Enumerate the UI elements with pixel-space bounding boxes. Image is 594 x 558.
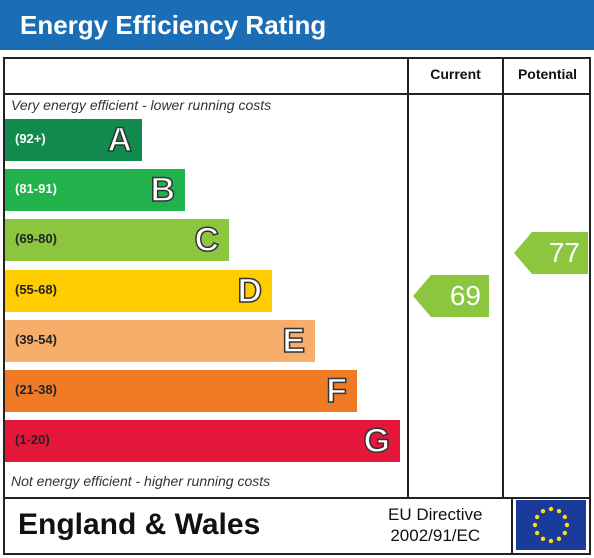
band-letter: E xyxy=(282,321,306,361)
eu-star xyxy=(556,536,562,542)
eu-star xyxy=(564,522,570,528)
eu-directive-line1: EU Directive xyxy=(388,505,483,524)
flag-divider xyxy=(511,497,513,555)
rating-frame xyxy=(3,57,591,555)
potential-column-divider xyxy=(502,57,504,497)
eu-star xyxy=(548,506,554,512)
current-column-header: Current xyxy=(430,66,481,82)
band-letter: F xyxy=(325,371,347,411)
eu-star xyxy=(540,536,546,542)
band-range: (21-38) xyxy=(15,382,57,397)
current-column-divider xyxy=(407,57,409,497)
potential-rating-arrow: 77 xyxy=(514,232,588,275)
header-divider xyxy=(3,93,591,95)
potential-column-header: Potential xyxy=(517,66,578,82)
band-range: (81-91) xyxy=(15,181,57,197)
band-range: (69-80) xyxy=(15,231,57,247)
band-range: (39-54) xyxy=(15,331,57,347)
region-label: England & Wales xyxy=(18,508,261,541)
caption-efficient: Very energy efficient - lower running co… xyxy=(11,97,272,113)
band-a: (92+) A xyxy=(5,119,142,161)
band-d: (55-68) D xyxy=(5,269,272,312)
eu-star xyxy=(556,508,562,514)
band-c: (69-80) C xyxy=(5,219,229,262)
band-g: (1-20) G xyxy=(5,420,400,463)
current-arrow-shape xyxy=(413,274,489,317)
band-letter: A xyxy=(107,120,133,160)
eu-flag-icon xyxy=(516,500,586,550)
eu-directive-line2: 2002/91/EC xyxy=(390,526,481,545)
band-range: (1-20) xyxy=(15,432,50,448)
eu-star xyxy=(548,538,554,544)
header-bar: Energy Efficiency Rating xyxy=(0,0,594,50)
band-letter: D xyxy=(237,271,263,311)
band-range: (92+) xyxy=(15,131,46,146)
caption-inefficient: Not energy efficient - higher running co… xyxy=(11,473,271,489)
eu-star xyxy=(534,514,540,520)
current-rating-value: 69 xyxy=(449,279,481,311)
band-letter: B xyxy=(150,170,176,210)
eu-directive: EU Directive 2002/91/EC xyxy=(388,504,482,546)
page-title: Energy Efficiency Rating xyxy=(20,10,327,40)
band-b: (81-91) B xyxy=(5,169,185,212)
eu-star xyxy=(540,508,546,514)
eu-star xyxy=(562,514,568,520)
band-letter: G xyxy=(363,421,391,461)
footer-divider xyxy=(3,497,591,499)
band-range: (55-68) xyxy=(15,281,57,297)
band-letter: C xyxy=(194,221,220,261)
potential-rating-value: 77 xyxy=(548,237,580,269)
eu-star xyxy=(532,522,538,528)
band-e: (39-54) E xyxy=(5,319,315,362)
eu-stars xyxy=(532,506,570,544)
eu-star xyxy=(562,530,568,536)
current-rating-arrow: 69 xyxy=(413,274,489,317)
eu-star xyxy=(534,530,540,536)
band-f: (21-38) F xyxy=(5,370,357,412)
potential-arrow-shape xyxy=(514,232,588,275)
